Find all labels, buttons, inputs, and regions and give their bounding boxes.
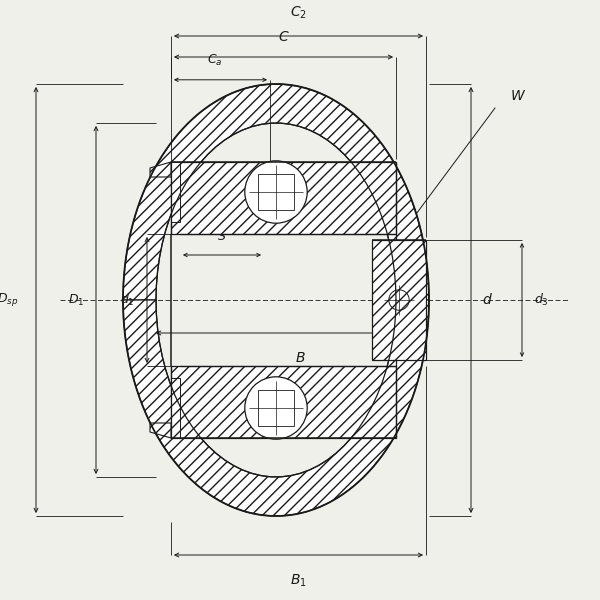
Text: $C_2$: $C_2$: [290, 5, 307, 21]
Text: $d_3$: $d_3$: [534, 292, 549, 308]
Bar: [258, 390, 294, 426]
Polygon shape: [150, 423, 171, 438]
Text: $C$: $C$: [278, 30, 289, 44]
Text: $C_a$: $C_a$: [207, 53, 222, 68]
Circle shape: [245, 161, 307, 223]
Circle shape: [245, 377, 307, 439]
Text: $B$: $B$: [295, 351, 305, 365]
Polygon shape: [171, 162, 396, 234]
Polygon shape: [150, 162, 171, 177]
Polygon shape: [171, 162, 180, 222]
Text: $W$: $W$: [510, 89, 526, 103]
Polygon shape: [372, 240, 426, 360]
Text: $d_1$: $d_1$: [121, 292, 135, 308]
Text: $B_1$: $B_1$: [290, 573, 307, 589]
Text: $D_1$: $D_1$: [68, 292, 84, 308]
Polygon shape: [123, 84, 429, 300]
Text: $S$: $S$: [217, 230, 227, 243]
Polygon shape: [123, 300, 429, 516]
Text: $d$: $d$: [482, 292, 493, 307]
Text: $D_{sp}$: $D_{sp}$: [0, 292, 18, 308]
Polygon shape: [171, 378, 180, 438]
Polygon shape: [171, 366, 396, 438]
Bar: [258, 174, 294, 210]
